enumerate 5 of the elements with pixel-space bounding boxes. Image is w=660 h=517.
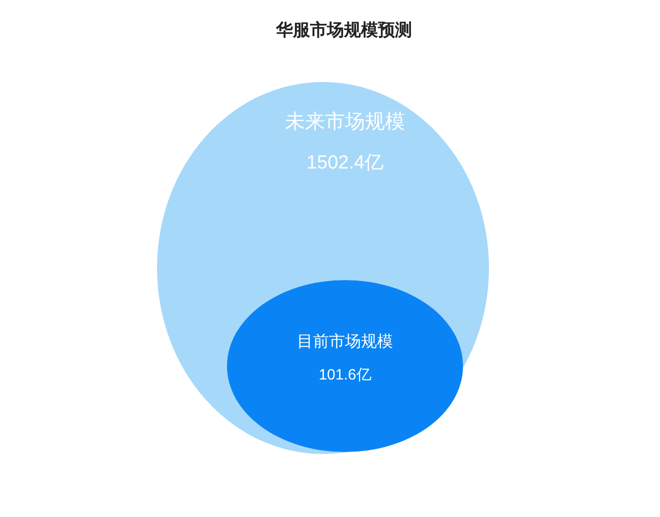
category-label: 目前市场规模 [297,332,393,351]
text: 华服市场规模预测 [275,20,412,40]
data-label: 1502.4亿 [306,152,384,174]
data-label: 101.6亿 [318,366,372,384]
category-label: 未来市场规模 [285,110,405,133]
